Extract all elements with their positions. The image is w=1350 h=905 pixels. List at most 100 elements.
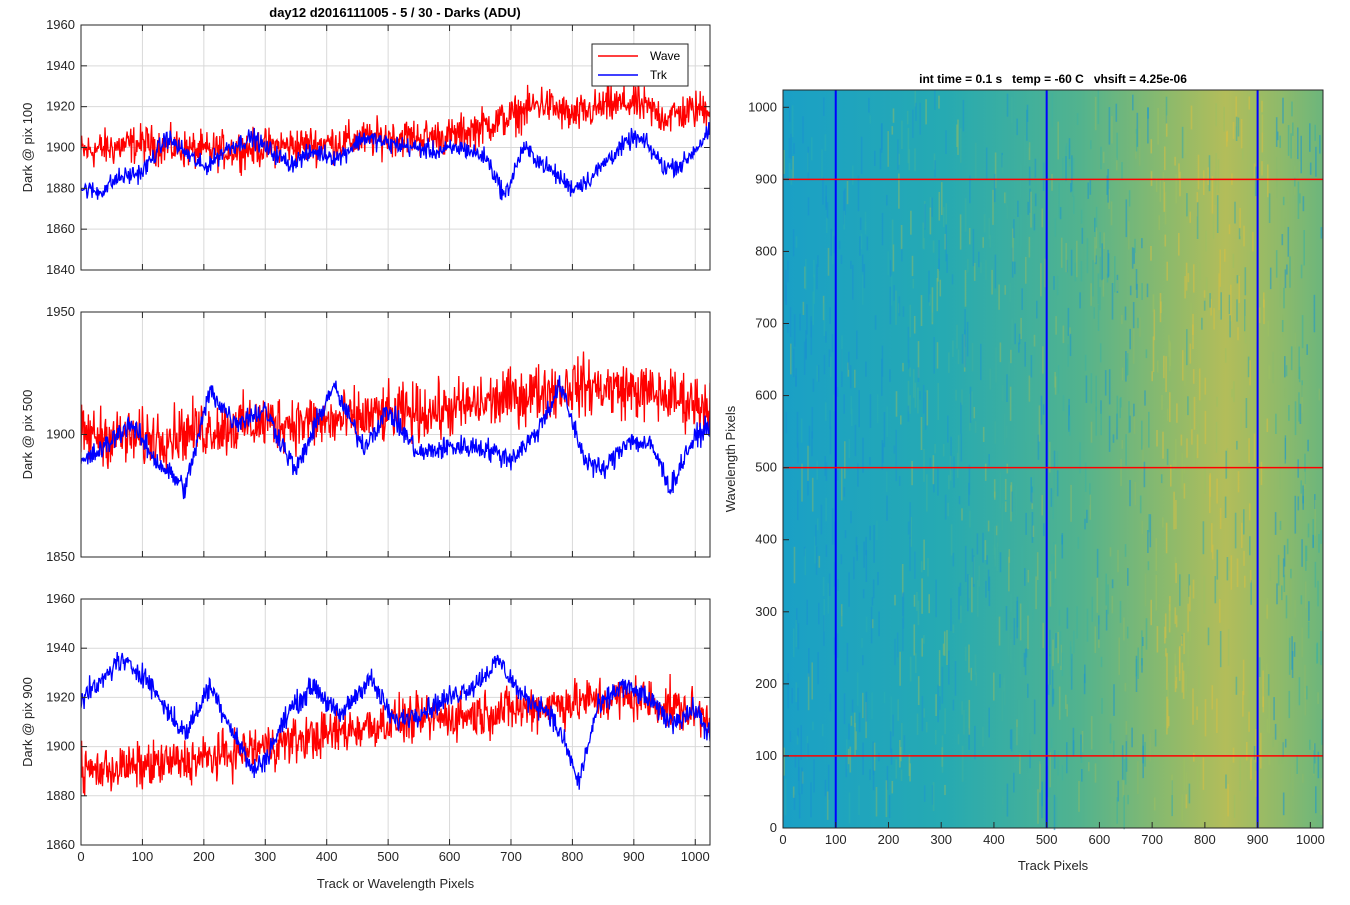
heatmap-streak <box>822 576 825 596</box>
heatmap-streak <box>1081 769 1083 782</box>
x-axis-label: Track Pixels <box>1018 858 1089 873</box>
heatmap-streak <box>825 185 827 210</box>
heatmap-streak <box>860 136 863 174</box>
x-tick-label: 500 <box>1036 832 1058 847</box>
heatmap-streak <box>1036 552 1039 580</box>
heatmap-streak <box>1018 751 1020 762</box>
heatmap-streak <box>1015 731 1017 758</box>
heatmap-streak <box>851 408 853 427</box>
heatmap-streak <box>891 126 894 135</box>
heatmap-streak <box>1108 415 1111 452</box>
heatmap-streak <box>942 643 945 656</box>
heatmap-streak <box>1013 219 1015 238</box>
heatmap-streak <box>1147 107 1149 119</box>
heatmap-streak <box>1097 273 1100 305</box>
heatmap-streak <box>1209 293 1211 308</box>
heatmap-streak <box>823 303 826 336</box>
heatmap-streak <box>952 552 955 567</box>
heatmap-streak <box>993 672 995 701</box>
heatmap-streak <box>881 358 883 396</box>
heatmap-streak <box>829 410 831 430</box>
heatmap-streak <box>824 456 826 476</box>
heatmap-streak <box>1178 647 1181 674</box>
heatmap-streak <box>1051 93 1054 128</box>
heatmap-streak <box>908 149 911 171</box>
heatmap-streak <box>848 723 850 740</box>
heatmap-streak <box>1108 107 1111 145</box>
heatmap-streak <box>1144 742 1146 767</box>
heatmap-streak <box>958 496 961 505</box>
heatmap-streak <box>836 387 839 397</box>
heatmap-streak <box>818 602 820 625</box>
heatmap-streak <box>974 654 977 675</box>
heatmap-streak <box>869 394 872 428</box>
heatmap-streak <box>963 709 965 735</box>
heatmap-streak <box>913 315 916 334</box>
heatmap-streak <box>902 618 904 652</box>
heatmap-streak <box>1174 439 1177 467</box>
heatmap-streak <box>848 792 851 824</box>
heatmap-streak <box>848 351 850 370</box>
heatmap-streak <box>1162 517 1164 528</box>
heatmap-streak <box>789 731 792 743</box>
heatmap-streak <box>1137 761 1139 795</box>
heatmap-streak <box>1301 315 1304 349</box>
heatmap-streak <box>1093 307 1095 319</box>
heatmap-streak <box>812 291 814 326</box>
heatmap-streak <box>1049 629 1051 657</box>
heatmap-streak <box>1065 243 1067 273</box>
heatmap-streak <box>1084 664 1086 684</box>
heatmap-streak <box>1228 294 1231 314</box>
heatmap-streak <box>851 699 854 713</box>
heatmap-streak <box>1069 641 1072 677</box>
heatmap-streak <box>923 785 926 802</box>
heatmap-streak <box>1118 637 1120 675</box>
heatmap-streak <box>1193 264 1195 293</box>
heatmap-streak <box>1185 772 1188 790</box>
heatmap-streak <box>971 391 973 421</box>
heatmap-streak <box>817 365 820 382</box>
heatmap-streak <box>1281 320 1284 332</box>
heatmap-streak <box>1116 797 1118 824</box>
heatmap-streak <box>1196 434 1199 459</box>
heatmap-streak <box>909 537 911 572</box>
heatmap-streak <box>1120 397 1122 408</box>
heatmap-streak <box>921 578 923 614</box>
heatmap-streak <box>787 260 789 283</box>
heatmap-streak <box>1168 334 1170 357</box>
heatmap-streak <box>943 631 946 656</box>
heatmap-streak <box>1066 704 1068 717</box>
heatmap-streak <box>1084 354 1087 371</box>
heatmap-streak <box>1027 615 1029 650</box>
heatmap-streak <box>922 222 924 249</box>
heatmap-streak <box>1162 172 1165 190</box>
heatmap-streak <box>1113 684 1115 716</box>
heatmap-streak <box>980 262 982 274</box>
heatmap-streak <box>1219 631 1222 668</box>
heatmap-streak <box>984 463 987 481</box>
heatmap-streak <box>848 439 851 458</box>
heatmap-streak <box>844 530 847 539</box>
heatmap-streak <box>799 313 801 331</box>
heatmap-streak <box>1042 404 1045 415</box>
heatmap-streak <box>1312 534 1314 548</box>
heatmap-streak <box>1010 96 1013 124</box>
heatmap-streak <box>901 564 904 597</box>
heatmap-streak <box>995 525 998 536</box>
heatmap-streak <box>1132 94 1134 111</box>
heatmap-streak <box>917 341 920 378</box>
heatmap-streak <box>1313 750 1315 774</box>
heatmap-streak <box>952 699 955 711</box>
heatmap-streak <box>1125 734 1128 757</box>
heatmap-streak <box>1040 263 1042 297</box>
heatmap-streak <box>1059 207 1062 220</box>
heatmap-streak <box>1193 396 1196 430</box>
heatmap-streak <box>1283 287 1285 309</box>
heatmap-streak <box>850 260 852 269</box>
heatmap-streak <box>1230 555 1233 590</box>
heatmap-streak <box>907 405 910 422</box>
x-tick-label: 300 <box>930 832 952 847</box>
heatmap-streak <box>871 692 873 720</box>
heatmap-streak <box>945 203 947 224</box>
heatmap-streak <box>1245 398 1248 428</box>
